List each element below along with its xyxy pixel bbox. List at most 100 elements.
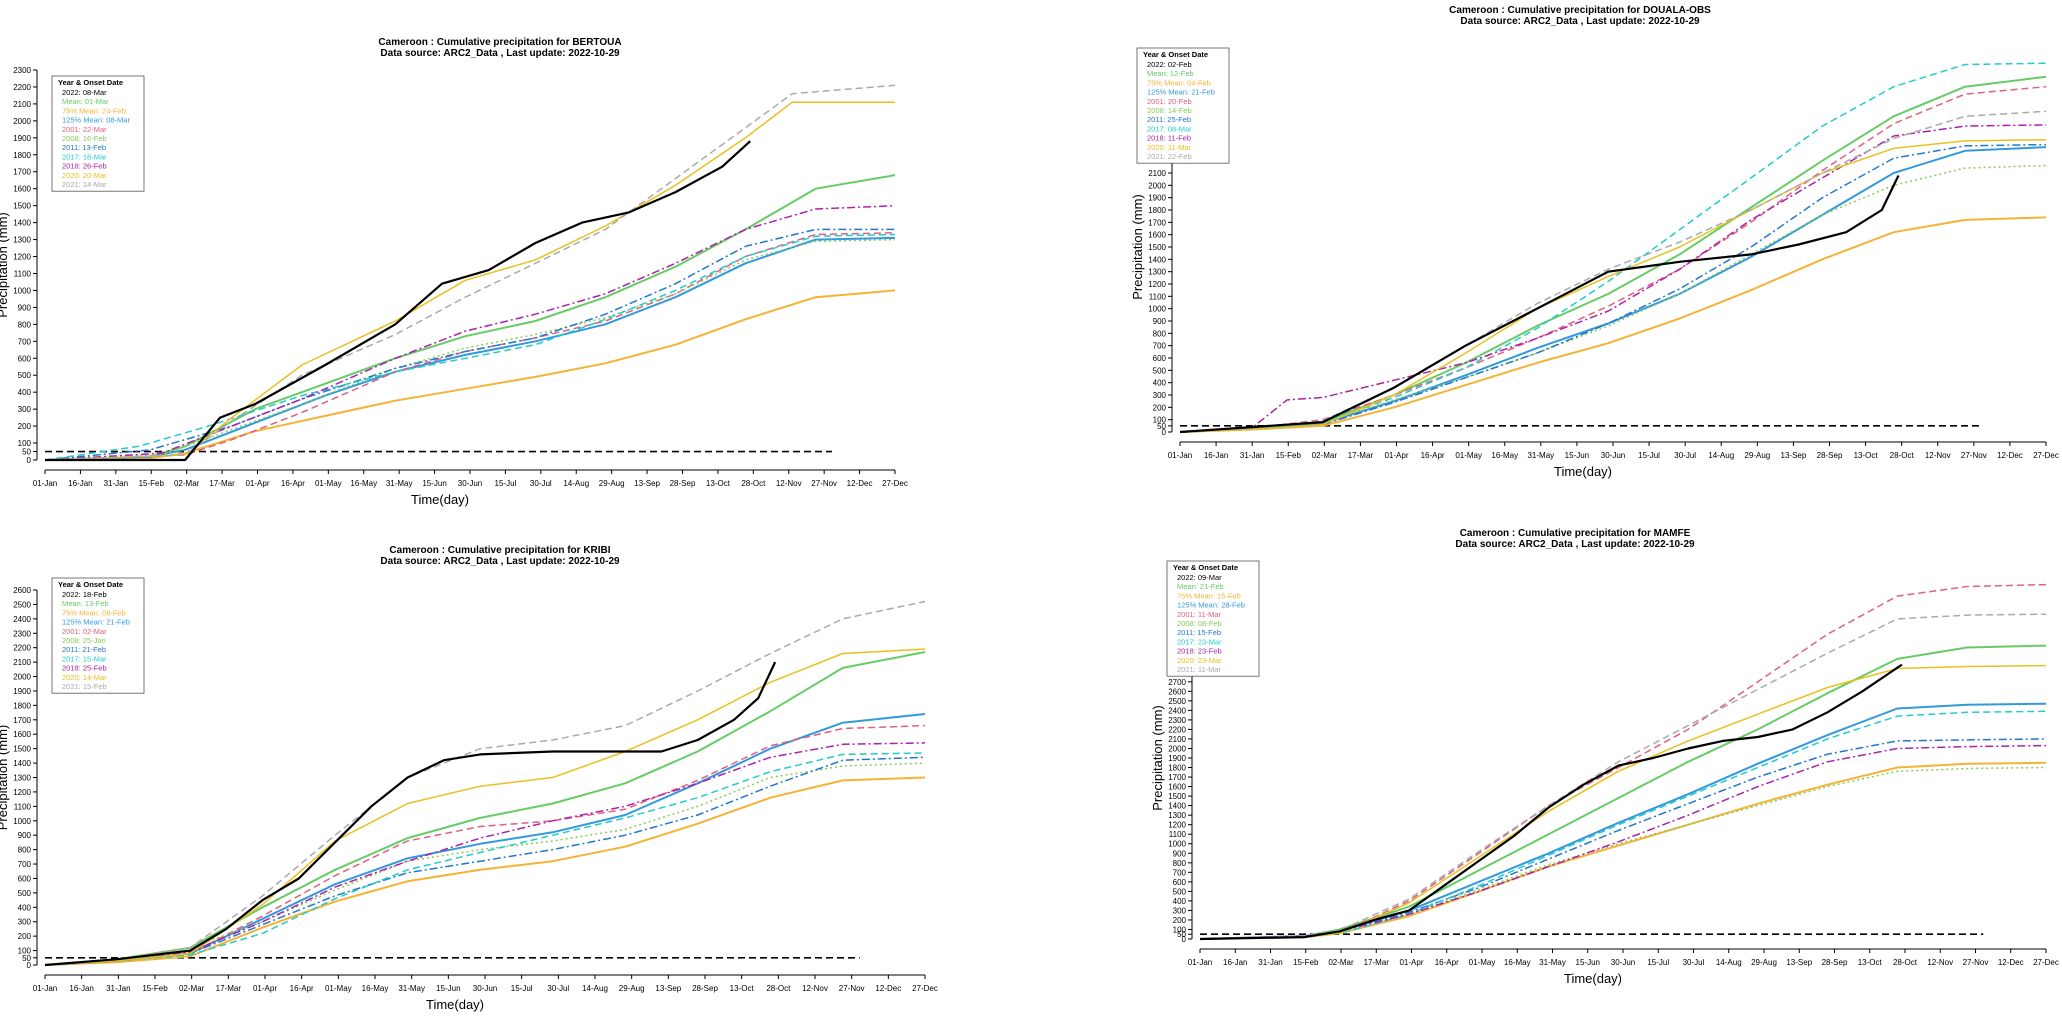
y-tick-label: 2100 xyxy=(13,658,31,667)
legend-entry: 75% Mean: 08-Feb xyxy=(62,608,126,617)
x-tick-label: 02-Mar xyxy=(174,479,200,488)
x-tick-label: 28-Oct xyxy=(1893,958,1918,967)
chart-title: Cameroon : Cumulative precipitation for … xyxy=(389,545,610,556)
legend-entry: 2021: 14-Mar xyxy=(62,180,107,189)
series-line-5 xyxy=(44,232,896,461)
legend-entry: 2001: 11-Mar xyxy=(1177,610,1222,619)
x-tick-label: 30-Jul xyxy=(1683,958,1705,967)
legend-title: Year & Onset Date xyxy=(58,580,123,589)
y-tick-label: 1900 xyxy=(1168,754,1186,763)
x-tick-label: 02-Mar xyxy=(1328,958,1354,967)
legend-entry: Mean: 21-Feb xyxy=(1177,582,1224,591)
y-tick-label: 2500 xyxy=(1168,697,1186,706)
legend-entry: 2021: 22-Feb xyxy=(1147,152,1192,161)
y-tick-label: 50 xyxy=(22,448,31,457)
y-tick-label: 1300 xyxy=(13,236,31,245)
y-tick-label: 100 xyxy=(18,947,32,956)
series-line-5 xyxy=(1199,583,2047,940)
y-tick-label: 300 xyxy=(1173,906,1187,915)
legend-entry: 2020: 11-Mar xyxy=(1147,143,1192,152)
y-tick-label: 1000 xyxy=(13,817,31,826)
legend-entry: 2008: 14-Feb xyxy=(1147,106,1192,115)
x-axis-title: Time(day) xyxy=(411,492,469,507)
series-line-3 xyxy=(1179,216,2047,433)
legend-entry: 2022: 02-Feb xyxy=(1147,60,1192,69)
legend-box xyxy=(51,75,145,192)
x-tick-label: 15-Feb xyxy=(142,984,168,993)
x-tick-label: 02-Mar xyxy=(179,984,205,993)
series-line-3 xyxy=(1199,761,2047,940)
series-line-6 xyxy=(1199,766,2047,940)
x-tick-label: 12-Dec xyxy=(875,984,901,993)
series-line-7 xyxy=(1179,143,2047,433)
x-tick-label: 02-Mar xyxy=(1312,451,1338,460)
series-line-10 xyxy=(44,648,926,966)
y-tick-label: 1300 xyxy=(1168,811,1186,820)
y-tick-label: 2200 xyxy=(1168,725,1186,734)
y-tick-label: 2300 xyxy=(13,66,31,75)
y-tick-label: 1100 xyxy=(1169,830,1187,839)
x-tick-label: 01-May xyxy=(1455,451,1482,460)
x-tick-label: 15-Jul xyxy=(1647,958,1669,967)
x-tick-label: 01-Jan xyxy=(1168,451,1192,460)
legend-entry: 75% Mean: 04-Feb xyxy=(1147,78,1211,87)
y-tick-label: 400 xyxy=(1153,379,1167,388)
y-tick-label: 1400 xyxy=(13,759,31,768)
chart-subtitle: Data source: ARC2_Data , Last update: 20… xyxy=(380,48,620,59)
y-tick-label: 900 xyxy=(1153,317,1167,326)
legend-box xyxy=(1166,560,1260,677)
y-tick-label: 1500 xyxy=(1168,792,1186,801)
y-tick-label: 700 xyxy=(18,860,32,869)
y-tick-label: 0 xyxy=(27,456,32,465)
series-line-9 xyxy=(1179,124,2047,433)
y-tick-label: 1500 xyxy=(13,745,31,754)
x-tick-label: 28-Sep xyxy=(692,984,718,993)
x-tick-label: 14-Aug xyxy=(1708,451,1734,460)
x-tick-label: 13-Oct xyxy=(706,479,731,488)
x-tick-label: 01-May xyxy=(325,984,352,993)
x-tick-label: 15-Jul xyxy=(1638,451,1660,460)
x-tick-label: 13-Oct xyxy=(1858,958,1883,967)
x-tick-label: 01-Apr xyxy=(1384,451,1408,460)
y-tick-label: 2100 xyxy=(1168,735,1186,744)
x-tick-label: 17-Mar xyxy=(209,479,235,488)
series-line-2 xyxy=(44,651,926,966)
x-tick-label: 17-Mar xyxy=(216,984,242,993)
x-tick-label: 14-Aug xyxy=(563,479,589,488)
x-tick-label: 15-Jun xyxy=(436,984,460,993)
chart-3: Cameroon : Cumulative precipitation for … xyxy=(0,545,938,1012)
y-axis-title: Precipitation (mm) xyxy=(1130,194,1145,299)
legend-entry: 2021: 15-Feb xyxy=(62,682,107,691)
x-tick-label: 31-May xyxy=(398,984,425,993)
x-tick-label: 14-Aug xyxy=(582,984,608,993)
legend-entry: 125% Mean: 21-Feb xyxy=(1147,88,1215,97)
legend-entry: 2011: 25-Feb xyxy=(1147,115,1191,124)
y-tick-label: 1300 xyxy=(1148,268,1166,277)
x-tick-label: 16-Apr xyxy=(1421,451,1445,460)
y-tick-label: 900 xyxy=(18,831,32,840)
x-tick-label: 13-Sep xyxy=(634,479,660,488)
legend-entry: 2020: 20-Mar xyxy=(62,171,107,180)
legend-entry: 2017: 18-Mar xyxy=(62,152,107,161)
x-tick-label: 01-Apr xyxy=(253,984,277,993)
x-tick-label: 31-May xyxy=(1539,958,1566,967)
series-line-8 xyxy=(1179,62,2047,433)
y-tick-label: 50 xyxy=(1177,930,1186,939)
x-tick-label: 16-May xyxy=(362,984,389,993)
x-tick-label: 16-Apr xyxy=(1435,958,1459,967)
y-tick-label: 1400 xyxy=(1168,802,1186,811)
series-line-8 xyxy=(44,233,896,461)
x-tick-label: 16-Jan xyxy=(68,479,92,488)
chart-title: Cameroon : Cumulative precipitation for … xyxy=(1449,5,1711,16)
x-tick-label: 15-Jun xyxy=(422,479,446,488)
y-tick-label: 50 xyxy=(1157,422,1166,431)
y-tick-label: 600 xyxy=(1173,878,1187,887)
x-tick-label: 31-May xyxy=(386,479,413,488)
x-tick-label: 15-Jul xyxy=(511,984,533,993)
y-tick-label: 1700 xyxy=(13,168,31,177)
chart-1: Cameroon : Cumulative precipitation for … xyxy=(0,37,908,507)
legend-entry: 2001: 20-Feb xyxy=(1147,97,1192,106)
y-tick-label: 0 xyxy=(1162,428,1167,437)
